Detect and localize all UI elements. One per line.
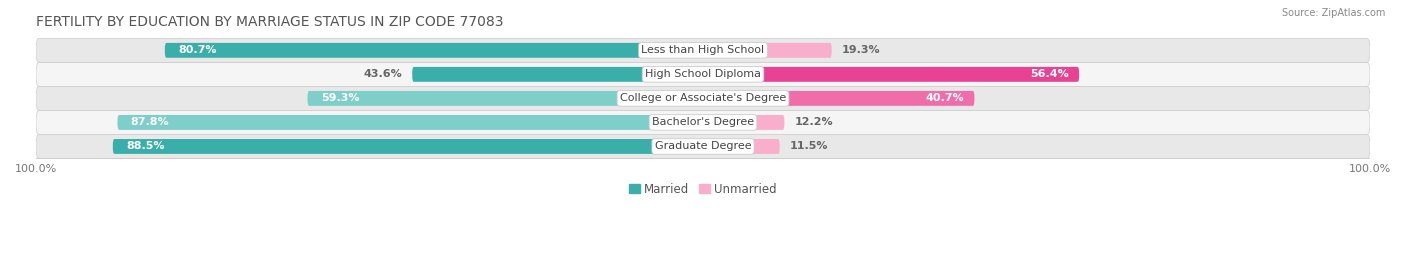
FancyBboxPatch shape — [37, 110, 1369, 134]
FancyBboxPatch shape — [703, 43, 832, 58]
FancyBboxPatch shape — [37, 134, 1369, 158]
Legend: Married, Unmarried: Married, Unmarried — [624, 178, 782, 200]
Text: Graduate Degree: Graduate Degree — [655, 141, 751, 151]
FancyBboxPatch shape — [37, 86, 1369, 110]
Text: 59.3%: 59.3% — [321, 93, 360, 103]
Text: 43.6%: 43.6% — [364, 69, 402, 79]
Text: 12.2%: 12.2% — [794, 118, 832, 128]
Text: FERTILITY BY EDUCATION BY MARRIAGE STATUS IN ZIP CODE 77083: FERTILITY BY EDUCATION BY MARRIAGE STATU… — [37, 15, 503, 29]
Text: 11.5%: 11.5% — [790, 141, 828, 151]
Text: Bachelor's Degree: Bachelor's Degree — [652, 118, 754, 128]
FancyBboxPatch shape — [165, 43, 703, 58]
Text: 56.4%: 56.4% — [1031, 69, 1069, 79]
Text: 40.7%: 40.7% — [925, 93, 965, 103]
FancyBboxPatch shape — [703, 139, 780, 154]
FancyBboxPatch shape — [37, 38, 1369, 62]
Text: College or Associate's Degree: College or Associate's Degree — [620, 93, 786, 103]
FancyBboxPatch shape — [308, 91, 703, 106]
FancyBboxPatch shape — [703, 67, 1080, 82]
Text: 87.8%: 87.8% — [131, 118, 170, 128]
FancyBboxPatch shape — [703, 91, 974, 106]
FancyBboxPatch shape — [412, 67, 703, 82]
Text: 19.3%: 19.3% — [842, 45, 880, 55]
FancyBboxPatch shape — [112, 139, 703, 154]
Text: Less than High School: Less than High School — [641, 45, 765, 55]
FancyBboxPatch shape — [37, 62, 1369, 86]
Text: Source: ZipAtlas.com: Source: ZipAtlas.com — [1281, 8, 1385, 18]
FancyBboxPatch shape — [703, 115, 785, 130]
Text: 80.7%: 80.7% — [179, 45, 217, 55]
Text: High School Diploma: High School Diploma — [645, 69, 761, 79]
FancyBboxPatch shape — [118, 115, 703, 130]
Text: 88.5%: 88.5% — [127, 141, 165, 151]
